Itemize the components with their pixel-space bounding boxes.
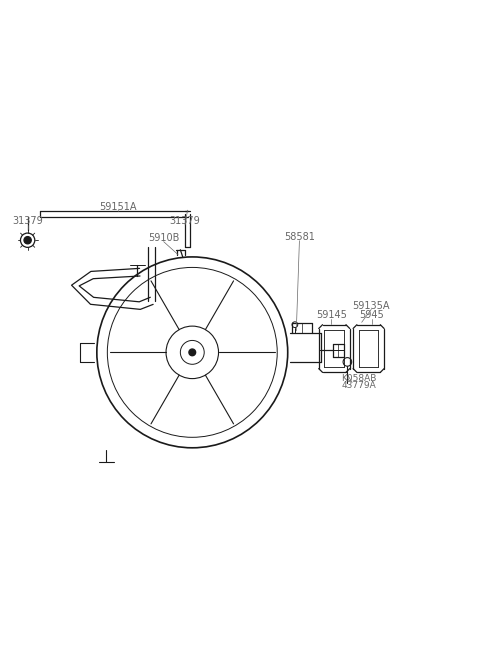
Text: 5945: 5945 — [360, 310, 384, 320]
Text: 43779A: 43779A — [342, 381, 377, 390]
Text: 59135A: 59135A — [352, 301, 390, 311]
Circle shape — [189, 349, 196, 355]
Text: 58581: 58581 — [284, 232, 315, 242]
Text: 5910B: 5910B — [148, 233, 180, 243]
Text: 31379: 31379 — [12, 216, 43, 226]
Text: 31379: 31379 — [170, 216, 201, 226]
Text: 59151A: 59151A — [99, 202, 137, 212]
Text: K058AB: K058AB — [342, 374, 377, 383]
Circle shape — [24, 237, 31, 244]
Text: 59145: 59145 — [316, 310, 347, 320]
